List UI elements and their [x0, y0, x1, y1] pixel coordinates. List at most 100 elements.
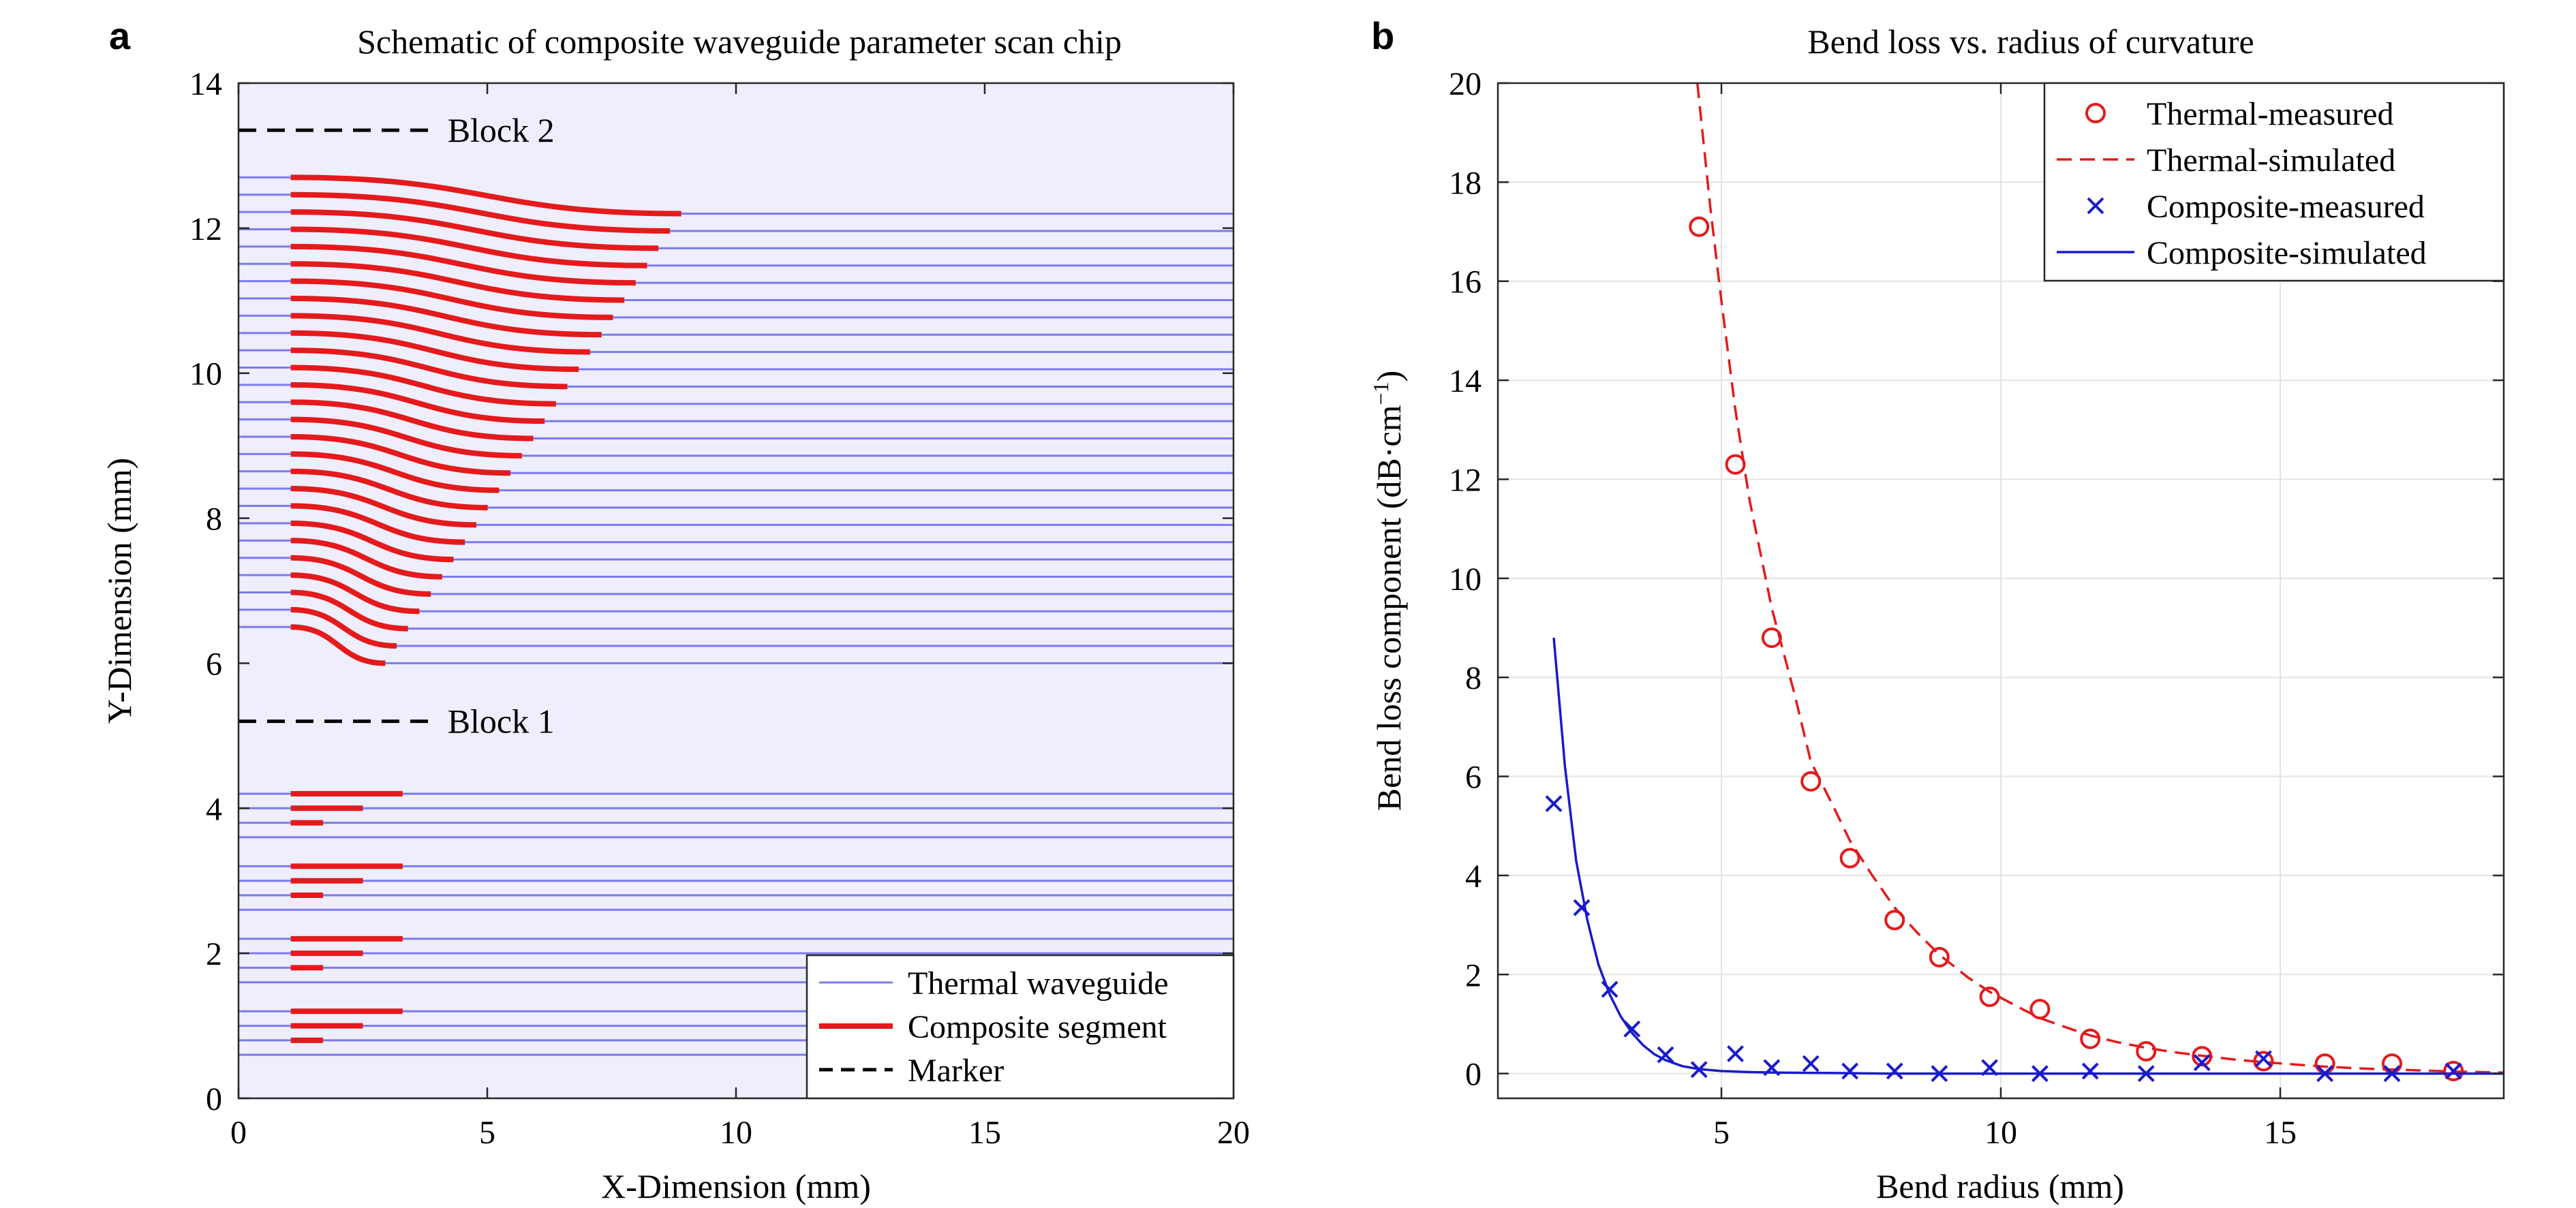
- data-point-circle: [2085, 103, 2106, 123]
- data-point-x: [1841, 1062, 1859, 1080]
- y-tick-label: 14: [1449, 363, 1482, 399]
- series-line: [1696, 83, 2504, 1074]
- composite-s-bend: [290, 624, 386, 666]
- panel-b-y-axis-label-close: ): [1370, 371, 1408, 382]
- y-tick-label: 4: [1465, 858, 1482, 895]
- legend-label: Composite-simulated: [2147, 235, 2427, 271]
- x-tick-label: 0: [230, 1115, 247, 1151]
- composite-segments: [290, 174, 681, 1043]
- data-point-x: [1802, 1055, 1820, 1072]
- panel-b-x-ticks: 5 10 15: [1713, 83, 2297, 1151]
- legend-entry: Thermal-measured: [2085, 96, 2393, 132]
- data-point-circle: [2029, 999, 2051, 1020]
- panel-b-y-axis-label: Bend loss component (dB·cm−1): [1368, 371, 1408, 811]
- panel-b-legend: Thermal-measured Thermal-simulated Composi…: [2043, 82, 2505, 282]
- composite-s-bend: [290, 330, 579, 372]
- composite-s-bend: [290, 365, 556, 407]
- y-tick-label: 0: [1465, 1057, 1482, 1093]
- panel-a-y-axis-label: Y-Dimension (mm): [100, 458, 138, 724]
- composite-s-bend: [290, 296, 602, 338]
- composite-s-bend: [290, 243, 636, 286]
- data-point-circle: [1884, 910, 1905, 931]
- data-point-x: [2193, 1054, 2211, 1072]
- legend-label: Thermal waveguide: [908, 965, 1169, 1002]
- block-markers: Block 2 Block 1: [239, 111, 555, 741]
- composite-s-bend: [290, 503, 465, 545]
- composite-s-bend: [290, 589, 408, 632]
- composite-s-bend: [290, 606, 397, 649]
- data-point-x: [1886, 1062, 1903, 1080]
- composite-s-bend: [290, 261, 625, 303]
- composite-s-bend: [290, 347, 568, 390]
- composite-s-bend: [290, 382, 545, 424]
- data-point-x: [1545, 795, 1563, 812]
- panel-a-x-axis-label: X-Dimension (mm): [601, 1167, 871, 1205]
- data-point-circle: [1761, 628, 1782, 649]
- panel-b-x-axis-label: Bend radius (mm): [1876, 1167, 2124, 1205]
- data-point-circle: [1725, 454, 1746, 475]
- block-marker-label: Block 2: [448, 111, 555, 149]
- composite-s-bend: [290, 572, 420, 615]
- legend-entry: Thermal-simulated: [2057, 142, 2395, 179]
- legend-label: Thermal-simulated: [2147, 142, 2395, 179]
- x-tick-label: 20: [1217, 1115, 1250, 1151]
- y-tick-label: 0: [206, 1081, 222, 1117]
- series-thermal-measured: [1689, 216, 2464, 1082]
- composite-s-bend: [290, 226, 647, 268]
- composite-s-bend: [290, 468, 488, 511]
- data-point-x: [2087, 197, 2104, 215]
- data-point-x: [2081, 1062, 2099, 1080]
- data-point-circle: [2136, 1040, 2157, 1062]
- legend-box: [2043, 82, 2505, 282]
- composite-s-bend: [290, 313, 591, 355]
- y-tick-label: 2: [1465, 957, 1482, 993]
- panel-a-y-ticks: 0 2 4 6 8 10 12 14: [189, 66, 1233, 1117]
- data-point-circle: [1839, 848, 1860, 869]
- composite-s-bend: [290, 209, 659, 251]
- block-marker-label: Block 1: [448, 702, 555, 741]
- legend-label: Marker: [908, 1053, 1004, 1089]
- composite-s-bend: [290, 278, 613, 320]
- y-tick-label: 18: [1449, 165, 1482, 201]
- composite-s-bend: [290, 174, 681, 217]
- composite-s-bend: [290, 451, 500, 493]
- legend-entry: Composite-measured: [2087, 189, 2425, 225]
- data-point-x: [1727, 1045, 1744, 1063]
- y-tick-label: 16: [1449, 264, 1482, 300]
- panel-a-x-ticks: 0 5 10 15 20: [230, 83, 1250, 1151]
- data-point-circle: [1979, 987, 2000, 1007]
- series-composite-simulated: [1552, 637, 2504, 1075]
- thermal-waveguides: [239, 176, 1233, 1056]
- data-point-x: [2254, 1050, 2272, 1068]
- panel-b-y-ticks: 0 2 4 6 8 10 12 14 16 18 20: [1449, 66, 2504, 1093]
- legend-label: Composite segment: [908, 1009, 1167, 1045]
- composite-s-bend: [290, 191, 670, 234]
- panel-b-y-axis-label-sup: −1: [1368, 382, 1393, 405]
- y-tick-label: 6: [1465, 760, 1482, 796]
- data-point-x: [2444, 1062, 2462, 1080]
- series-composite-measured: [1545, 795, 2462, 1083]
- data-point-circle: [2080, 1028, 2101, 1049]
- series-thermal-simulated: [1696, 83, 2504, 1074]
- legend-label: Thermal-measured: [2147, 96, 2393, 132]
- y-tick-label: 14: [189, 66, 222, 102]
- panel-a-letter: a: [109, 14, 131, 57]
- panel-a-title: Schematic of composite waveguide paramet…: [357, 22, 1122, 61]
- x-tick-label: 5: [1713, 1115, 1730, 1151]
- panel-b-y-axis-label-main: Bend loss component (dB·cm: [1370, 405, 1408, 811]
- data-point-circle: [1689, 216, 1710, 237]
- y-tick-label: 8: [1465, 660, 1482, 696]
- data-point-circle: [2314, 1053, 2335, 1074]
- panel-a-legend: Thermal waveguide Composite segment Marker: [806, 954, 1235, 1100]
- panel-b-letter: b: [1371, 14, 1394, 57]
- data-point-circle: [1929, 946, 1950, 967]
- panel-b-series: [1545, 83, 2504, 1083]
- panel-a: a Schematic of composite waveguide param…: [100, 14, 1250, 1205]
- composite-s-bend: [290, 486, 476, 528]
- y-tick-label: 10: [189, 356, 222, 392]
- composite-s-bend: [290, 434, 511, 476]
- panel-b-title: Bend loss vs. radius of curvature: [1807, 22, 2254, 61]
- composite-s-bend: [290, 520, 454, 563]
- y-tick-label: 2: [206, 936, 222, 972]
